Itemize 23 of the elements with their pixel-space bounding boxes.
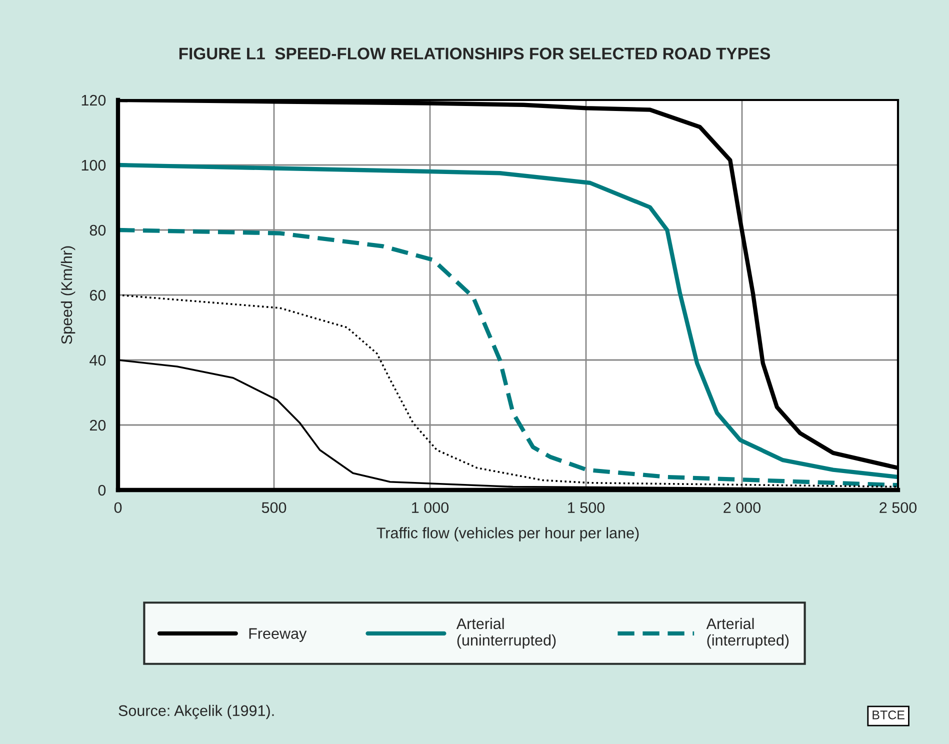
y-tick-label: 0 [98, 484, 106, 496]
y-tick-label: 60 [90, 290, 106, 301]
x-tick-label: 500 [262, 502, 286, 514]
y-tick-label: 40 [90, 354, 106, 366]
y-tick-label: 20 [90, 420, 106, 431]
x-tick-label: 0 [114, 502, 122, 514]
chart-title: FIGURE L1 SPEED-FLOW RELATIONSHIPS FOR SELECTED ROAD TYPES [179, 48, 770, 60]
line-series [118, 228, 898, 488]
source-note: Source: Akçelik (1991). [118, 704, 274, 720]
x-tick-label: 1 500 [568, 502, 605, 514]
y-tick-label: 120 [82, 94, 106, 106]
legend-label: Freeway [249, 628, 307, 642]
x-axis-title: Traffic flow (vehicles per hour per lane) [376, 527, 639, 542]
legend-label: Arterial (uninterrupted) [456, 618, 556, 649]
x-tick-label: 2 000 [724, 502, 761, 514]
y-tick-label: 100 [82, 160, 106, 171]
text: BTCE [872, 710, 904, 720]
y-tick-label: 80 [90, 224, 106, 236]
line-series [118, 162, 898, 480]
legend-label: Arterial (interrupted) [706, 618, 789, 649]
x-tick-label: 1 000 [412, 502, 449, 514]
y-axis-title: Speed (Km/hr) [60, 246, 76, 344]
x-tick-label: 2 500 [880, 502, 917, 514]
